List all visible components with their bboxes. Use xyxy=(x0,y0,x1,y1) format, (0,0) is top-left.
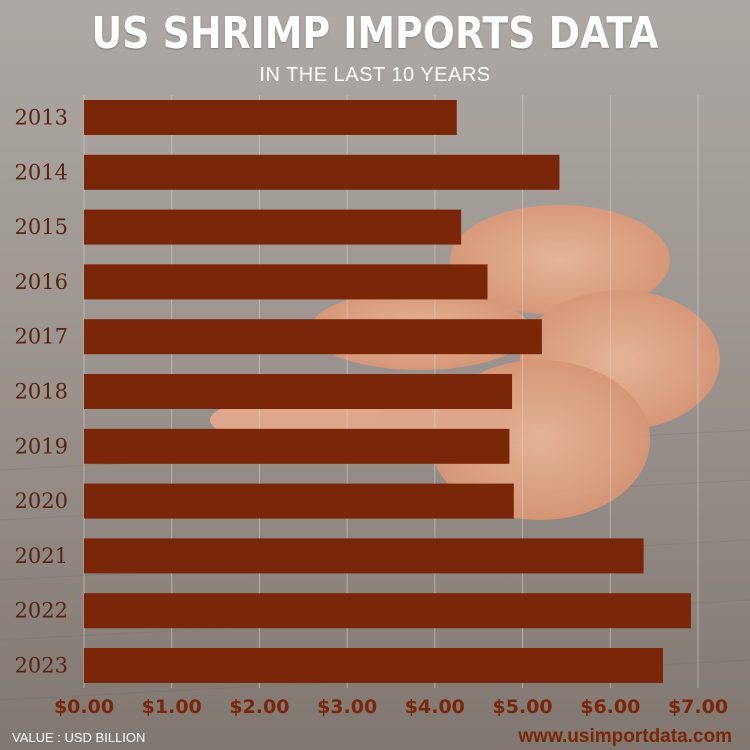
x-tick-label: $7.00 xyxy=(668,696,728,718)
x-tick-label: $2.00 xyxy=(229,696,289,718)
bar-2015 xyxy=(84,209,462,245)
x-tick-label: $5.00 xyxy=(493,696,553,718)
category-label-2020: 2020 xyxy=(15,489,68,513)
bar-2019 xyxy=(84,428,510,464)
category-label-2023: 2023 xyxy=(15,654,68,678)
x-tick-label: $1.00 xyxy=(142,696,202,718)
chart-title: US SHRIMP IMPORTS DATA xyxy=(91,8,659,59)
category-label-2016: 2016 xyxy=(15,270,68,294)
x-tick-label: $6.00 xyxy=(580,696,640,718)
bar-2021 xyxy=(84,538,644,574)
bar-2014 xyxy=(84,154,560,190)
bar-2022 xyxy=(84,593,691,629)
bar-2023 xyxy=(84,648,663,683)
bar-2018 xyxy=(84,374,513,409)
category-label-2019: 2019 xyxy=(15,434,68,458)
x-tick-label: $3.00 xyxy=(317,696,377,718)
value-unit-note: VALUE : USD BILLION xyxy=(12,730,146,745)
bar-2016 xyxy=(84,264,488,300)
website-link[interactable]: www.usimportdata.com xyxy=(518,726,732,747)
bar-2020 xyxy=(84,483,514,519)
category-label-2021: 2021 xyxy=(15,544,68,568)
chart-subtitle: IN THE LAST 10 YEARS xyxy=(259,64,491,86)
bar-2013 xyxy=(84,100,457,135)
x-tick-label: $4.00 xyxy=(405,696,465,718)
x-tick-label: $0.00 xyxy=(54,696,114,718)
category-label-2017: 2017 xyxy=(15,325,68,349)
category-label-2014: 2014 xyxy=(15,160,68,184)
bar-2017 xyxy=(84,319,542,355)
category-label-2018: 2018 xyxy=(15,380,68,404)
category-label-2022: 2022 xyxy=(15,599,68,623)
category-label-2013: 2013 xyxy=(15,106,68,130)
category-label-2015: 2015 xyxy=(15,215,68,239)
